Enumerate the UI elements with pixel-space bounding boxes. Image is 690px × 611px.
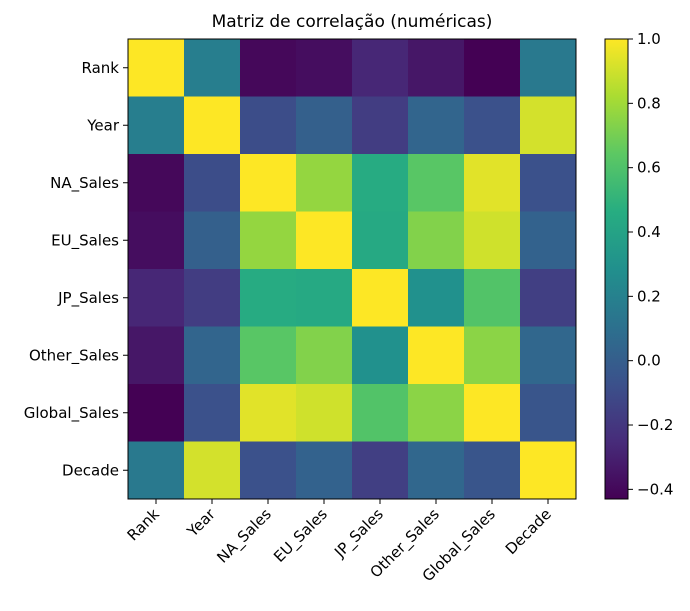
heatmap-cell xyxy=(240,269,297,327)
heatmap-cell xyxy=(520,154,577,212)
plot-frame xyxy=(127,38,577,500)
heatmap-cell xyxy=(352,39,409,97)
y-tick-label: Year xyxy=(86,116,120,134)
colorbar-tick-label: 0.4 xyxy=(637,223,661,241)
heatmap-cell xyxy=(408,384,465,442)
heatmap-cell xyxy=(352,269,409,327)
heatmap-cell xyxy=(464,441,521,500)
heatmap-cell xyxy=(128,441,185,500)
y-axis: Rank Year NA_Sales EU_Sales JP_Sales Other_Sa… xyxy=(24,59,128,479)
heatmap-cell xyxy=(520,96,577,155)
heatmap-cell xyxy=(296,384,353,442)
heatmap-cell xyxy=(464,39,521,97)
heatmap-cell xyxy=(352,154,409,212)
heatmap-cell xyxy=(240,39,297,97)
colorbar-tick-label: −0.2 xyxy=(637,416,673,434)
heatmap-cell xyxy=(296,269,353,327)
heatmap-cell xyxy=(408,211,465,270)
colorbar-tick-label: 1.0 xyxy=(637,30,661,48)
heatmap-cell xyxy=(520,441,577,500)
heatmap-cell xyxy=(128,384,185,442)
heatmap-cell xyxy=(128,96,185,155)
heatmap-cell xyxy=(184,96,241,155)
colorbar: −0.4 −0.2 0.0 0.2 0.4 0.6 0.8 1.0 xyxy=(604,30,673,500)
heatmap-cell xyxy=(296,96,353,155)
heatmap-cell xyxy=(296,441,353,500)
heatmap-cell xyxy=(128,154,185,212)
heatmap-cell xyxy=(520,384,577,442)
heatmap-cell xyxy=(520,211,577,270)
heatmap-cell xyxy=(408,39,465,97)
heatmap-cell xyxy=(240,211,297,270)
heatmap-cells xyxy=(128,39,577,500)
x-tick-label: Rank xyxy=(124,505,163,544)
heatmap-cell xyxy=(464,211,521,270)
heatmap-cell xyxy=(408,326,465,385)
x-tick-label: Year xyxy=(183,505,219,541)
heatmap-cell xyxy=(352,441,409,500)
x-tick-label: NA_Sales xyxy=(213,505,275,567)
heatmap-cell xyxy=(464,96,521,155)
chart-title: Matriz de correlação (numéricas) xyxy=(212,12,493,32)
colorbar-tick-label: 0.0 xyxy=(637,352,661,370)
colorbar-tick-label: −0.4 xyxy=(637,480,673,498)
y-tick-label: EU_Sales xyxy=(51,231,119,250)
heatmap-cell xyxy=(520,39,577,97)
heatmap-cell xyxy=(240,154,297,212)
heatmap-cell xyxy=(408,269,465,327)
heatmap-cell xyxy=(128,269,185,327)
heatmap-cell xyxy=(352,211,409,270)
x-tick-label: EU_Sales xyxy=(270,505,332,567)
heatmap-cell xyxy=(128,211,185,270)
y-tick-label: Global_Sales xyxy=(24,404,119,423)
heatmap-cell xyxy=(128,39,185,97)
heatmap-cell xyxy=(128,326,185,385)
heatmap-cell xyxy=(184,326,241,385)
y-tick-label: Decade xyxy=(62,461,119,479)
heatmap-cell xyxy=(520,326,577,385)
heatmap-cell xyxy=(352,326,409,385)
heatmap-cell xyxy=(464,154,521,212)
colorbar-tick-label: 0.8 xyxy=(637,94,661,112)
heatmap-cell xyxy=(184,211,241,270)
heatmap-cell xyxy=(464,326,521,385)
heatmap-cell xyxy=(464,269,521,327)
y-tick-label: JP_Sales xyxy=(57,289,119,308)
x-tick-label: Decade xyxy=(502,505,555,558)
heatmap-cell xyxy=(352,96,409,155)
heatmap-cell xyxy=(184,269,241,327)
heatmap-cell xyxy=(184,441,241,500)
x-tick-label: JP_Sales xyxy=(330,505,387,562)
heatmap-cell xyxy=(240,96,297,155)
heatmap-cell xyxy=(240,384,297,442)
colorbar-ticks: −0.4 −0.2 0.0 0.2 0.4 0.6 0.8 1.0 xyxy=(628,30,673,498)
colorbar-tick-label: 0.6 xyxy=(637,159,661,177)
colorbar-gradient xyxy=(604,38,629,500)
heatmap-cell xyxy=(184,154,241,212)
heatmap-cell xyxy=(408,154,465,212)
heatmap-cell xyxy=(408,96,465,155)
heatmap-cell xyxy=(408,441,465,500)
heatmap-cell xyxy=(296,326,353,385)
heatmap-cell xyxy=(184,384,241,442)
heatmap-cell xyxy=(184,39,241,97)
y-tick-label: NA_Sales xyxy=(50,174,119,193)
heatmap-cell xyxy=(296,154,353,212)
heatmap-cell xyxy=(520,269,577,327)
y-tick-label: Other_Sales xyxy=(29,346,119,365)
heatmap-cell xyxy=(240,441,297,500)
y-tick-label: Rank xyxy=(82,59,120,77)
heatmap-cell xyxy=(240,326,297,385)
heatmap-cell xyxy=(296,211,353,270)
colorbar-tick-label: 0.2 xyxy=(637,287,661,305)
heatmap-cell xyxy=(296,39,353,97)
heatmap-cell xyxy=(464,384,521,442)
heatmap-cell xyxy=(352,384,409,442)
